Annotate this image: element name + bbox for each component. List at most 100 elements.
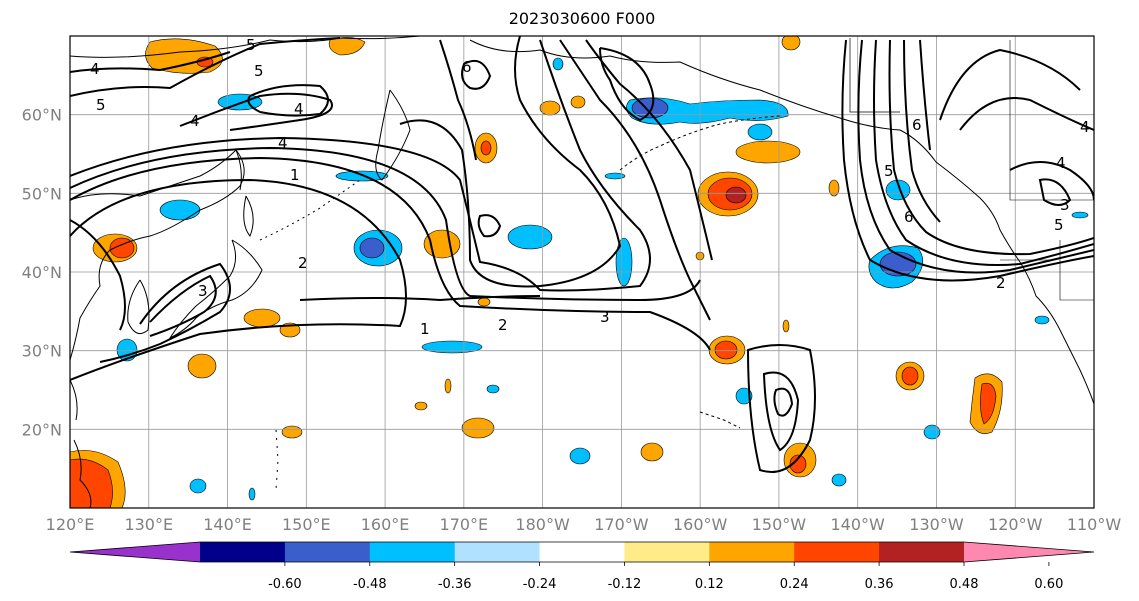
contour-label: 5: [1054, 216, 1064, 234]
contour-line: [70, 156, 711, 351]
colorbar-tick-label: -0.24: [523, 577, 557, 592]
anomaly-negative: [507, 224, 553, 250]
contour-line: [299, 295, 541, 302]
longitude-label: 120°E: [46, 515, 95, 534]
anomaly-positive: [640, 442, 664, 462]
border-us-states: [1000, 40, 1094, 301]
contour-line: [746, 344, 816, 473]
contour-line: [873, 39, 1094, 266]
colorbar-segment: [794, 542, 880, 562]
colorbar-tick-label: 0.36: [865, 577, 894, 592]
contour-line: [477, 214, 502, 238]
anomaly-negative: [159, 199, 201, 221]
longitude-label: 160°E: [361, 515, 410, 534]
contour-label: 2: [298, 254, 308, 272]
anomaly-positive: [444, 378, 452, 394]
contour-line: [70, 146, 701, 302]
contour-label: 3: [600, 308, 610, 326]
anomaly-positive-core: [109, 237, 135, 259]
colorbar-segment: [200, 542, 286, 562]
longitude-label: 130°W: [909, 515, 964, 534]
coastline-sakhalin: [235, 149, 242, 191]
anomaly-positive: [187, 353, 217, 379]
anomaly-positive: [281, 425, 303, 439]
anomaly-positive-strong: [725, 186, 747, 204]
anomaly-positive-core: [480, 140, 492, 156]
contour-label: 5: [254, 62, 264, 80]
anomaly-positive: [781, 36, 801, 51]
contour-line: [903, 39, 941, 223]
contour-line: [762, 371, 800, 452]
longitude-label: 170°W: [594, 515, 649, 534]
coastline-china: [70, 379, 78, 421]
longitude-label: 110°W: [1067, 515, 1122, 534]
anomaly-positive: [414, 401, 428, 411]
contour-label: 4: [294, 100, 304, 118]
coastline-kamchatka: [375, 89, 411, 181]
latitude-labels: 20°N 30°N 40°N 50°N 60°N: [22, 106, 62, 440]
latitude-label: 20°N: [22, 420, 62, 439]
contour-line: [599, 47, 655, 122]
coastline-philippines: [73, 439, 92, 508]
anomaly-negative: [1071, 211, 1089, 219]
anomaly-negative: [569, 447, 591, 465]
colorbar-segment: [879, 542, 965, 562]
contour-line: [1038, 178, 1072, 206]
contour-labels: 1 1 2 2 2 3 3 3 4 4 4 4 4 4 5 5 5 5 5 6 …: [90, 36, 1090, 338]
contour-line: [399, 36, 622, 288]
coastline-alaska: [469, 39, 1094, 405]
contour-label: 4: [1056, 154, 1066, 172]
contour-label: 4: [190, 112, 200, 130]
anomaly-negative: [615, 237, 633, 287]
contour-label: 5: [884, 162, 894, 180]
anomaly-positive: [570, 95, 586, 109]
colorbar-tick-label: -0.12: [608, 577, 642, 592]
longitude-label: 150°W: [752, 515, 807, 534]
longitude-label: 140°W: [831, 515, 886, 534]
map-area: 1 1 2 2 2 3 3 3 4 4 4 4 4 4 5 5 5 5 5 6 …: [70, 36, 1094, 508]
anomaly-negative: [116, 338, 138, 362]
coastlines: [70, 36, 1094, 508]
anomaly-positive: [735, 140, 801, 164]
anomaly-negative: [248, 487, 256, 501]
anomaly-positive: [145, 38, 223, 74]
latitude-label: 30°N: [22, 342, 62, 361]
shaded-anomalies: [70, 36, 1089, 508]
anomaly-negative: [747, 123, 773, 141]
contour-line: [1009, 161, 1094, 201]
contour-label: 6: [904, 208, 914, 226]
contour-label: 4: [1080, 118, 1090, 136]
anomaly-negative: [486, 384, 500, 394]
contour-line: [959, 97, 1094, 131]
colorbar-segment: [539, 542, 625, 562]
map-frame: [69, 35, 1095, 509]
coastline-japan-north: [243, 195, 254, 237]
colorbar-tick-label: -0.60: [268, 577, 302, 592]
longitude-label: 180°W: [515, 515, 570, 534]
contour-line: [179, 92, 333, 131]
colorbar: -0.60 -0.48 -0.36 -0.24 -0.12 0.12 0.24 0.36 0.4…: [69, 541, 1095, 592]
contour-label: 2: [498, 316, 508, 334]
contour-line: [939, 48, 1081, 121]
contour-label: 1: [290, 166, 300, 184]
anomaly-positive: [461, 417, 495, 439]
coastline-pacific-islands: [275, 429, 279, 491]
latitude-label: 50°N: [22, 184, 62, 203]
anomaly-negative: [217, 93, 263, 111]
contour-line: [149, 274, 217, 337]
contour-label: 2: [996, 274, 1006, 292]
map-title: 2023030600 F000: [508, 9, 656, 28]
colorbar-tick-label: 0.24: [780, 577, 809, 592]
contour-line: [99, 262, 231, 363]
anomaly-negative: [552, 57, 564, 71]
contour-lines: [70, 36, 1094, 473]
border-canada-us: [849, 38, 900, 113]
colorbar-tick-label: 0.12: [695, 577, 724, 592]
contour-label: 4: [278, 134, 288, 152]
coastline-asia-east: [70, 149, 245, 361]
anomaly-negative: [831, 473, 847, 487]
contour-line: [559, 39, 711, 321]
contour-line: [70, 219, 126, 331]
colorbar-segment: [284, 542, 371, 562]
anomaly-negative: [885, 179, 911, 201]
